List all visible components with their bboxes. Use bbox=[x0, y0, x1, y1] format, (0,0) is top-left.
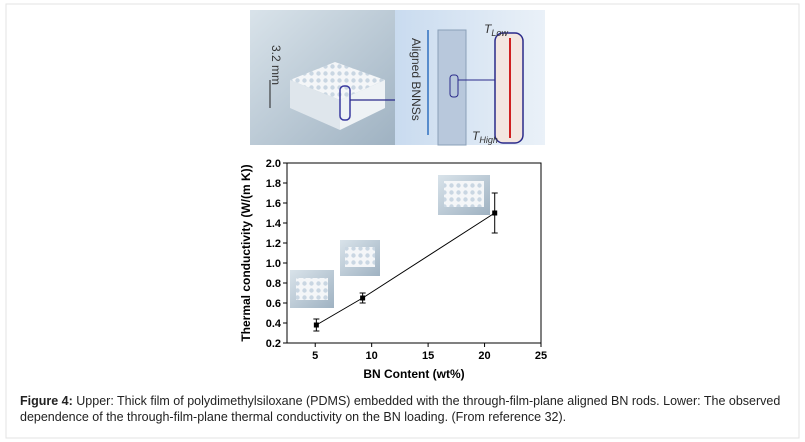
caption-label: Figure 4: bbox=[20, 394, 73, 408]
y-tick-label: 1.4 bbox=[266, 218, 282, 230]
t-low-symbol: T bbox=[484, 22, 493, 36]
y-tick-label: 1.8 bbox=[266, 178, 281, 190]
x-tick-label: 5 bbox=[312, 350, 318, 362]
y-tick-label: 0.8 bbox=[266, 278, 281, 290]
y-tick-label: 2.0 bbox=[266, 158, 281, 170]
y-tick-label: 0.2 bbox=[266, 338, 281, 350]
x-tick-label: 10 bbox=[366, 350, 378, 362]
y-tick-label: 1.0 bbox=[266, 258, 281, 270]
y-axis-label: Thermal conductivity (W/(m K)) bbox=[239, 164, 253, 341]
inset-block bbox=[345, 247, 375, 267]
aligned-label: Aligned BNNSs bbox=[409, 38, 423, 121]
t-low-sub: Low bbox=[491, 28, 508, 38]
caption-text: Upper: Thick film of polydimethylsiloxan… bbox=[20, 394, 781, 424]
data-point bbox=[360, 295, 366, 301]
inset-block bbox=[296, 278, 328, 300]
x-tick-label: 15 bbox=[422, 350, 434, 362]
caption: Figure 4: Upper: Thick film of polydimet… bbox=[20, 393, 790, 425]
frame bbox=[5, 3, 800, 439]
highlight bbox=[339, 85, 351, 121]
rod-highlight bbox=[449, 74, 459, 98]
x-tick-label: 25 bbox=[535, 350, 547, 362]
data-point bbox=[313, 322, 319, 328]
t-low: TLow bbox=[484, 22, 508, 38]
y-tick-label: 0.4 bbox=[266, 318, 282, 330]
inset-block bbox=[444, 181, 484, 207]
y-tick-label: 1.2 bbox=[266, 238, 281, 250]
block-side bbox=[290, 80, 340, 130]
t-high: THigh bbox=[472, 129, 498, 145]
y-tick-label: 0.6 bbox=[266, 298, 281, 310]
block-front bbox=[340, 80, 385, 130]
block-top bbox=[290, 62, 385, 100]
rod bbox=[437, 29, 467, 146]
data-point bbox=[492, 210, 498, 216]
x-axis-label: BN Content (wt%) bbox=[363, 367, 464, 381]
scale-label: 3.2 mm bbox=[269, 45, 283, 85]
x-tick-label: 20 bbox=[478, 350, 490, 362]
t-high-symbol: T bbox=[472, 129, 481, 143]
y-tick-label: 1.6 bbox=[266, 198, 281, 210]
t-high-sub: High bbox=[479, 135, 498, 145]
plot-frame bbox=[286, 162, 542, 344]
insets bbox=[290, 175, 490, 308]
